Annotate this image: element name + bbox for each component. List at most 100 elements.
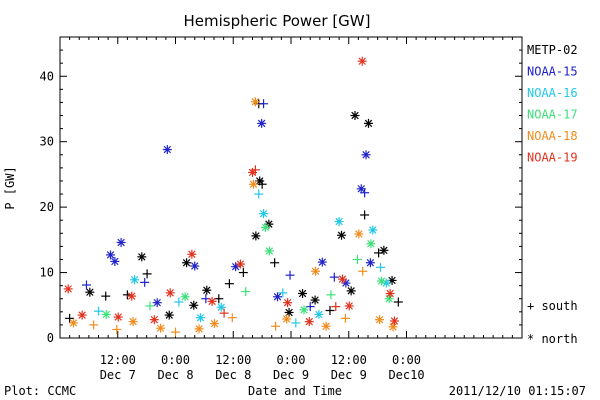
x-tick-date: Dec 9 — [331, 368, 367, 382]
point-noaa-15-south — [81, 280, 91, 290]
point-noaa-15-north — [273, 292, 283, 302]
point-metp-02-north — [363, 118, 373, 128]
x-tick-time: 0:00 — [277, 353, 306, 367]
point-noaa-18-south — [112, 324, 122, 334]
footer-timestamp: 2011/12/10 01:15:07 — [449, 384, 586, 398]
point-noaa-17-south — [326, 290, 336, 300]
point-noaa-15-north — [106, 250, 116, 260]
point-noaa-18-north — [68, 318, 78, 328]
point-noaa-19-north — [235, 259, 245, 269]
point-noaa-15-south — [259, 99, 269, 109]
point-noaa-19-north — [63, 284, 73, 294]
point-noaa-19-north — [385, 289, 395, 299]
point-noaa-18-north — [354, 229, 364, 239]
point-noaa-18-north — [321, 321, 331, 331]
point-metp-02-south — [214, 294, 224, 304]
point-noaa-18-north — [282, 314, 292, 324]
y-axis: 0 10 20 30 40 — [40, 49, 522, 345]
point-noaa-18-south — [171, 327, 180, 337]
point-noaa-18-north — [375, 315, 385, 325]
x-tick-time: 12:00 — [215, 353, 251, 367]
x-tick-date: Dec 8 — [157, 368, 193, 382]
point-metp-02-south — [224, 279, 234, 289]
point-noaa-19-north — [207, 296, 217, 306]
point-noaa-19-south — [250, 165, 260, 175]
point-noaa-19-north — [113, 312, 123, 322]
legend-south: + south — [527, 299, 578, 313]
point-noaa-15-north — [152, 298, 162, 308]
footer-plot-source: Plot: CCMC — [4, 384, 76, 398]
point-noaa-16-north — [334, 217, 344, 227]
legend-entry: NOAA-19 — [527, 151, 578, 165]
point-noaa-19-north — [283, 298, 293, 308]
point-noaa-15-south — [329, 272, 339, 282]
point-noaa-15-north — [365, 258, 375, 268]
point-metp-02-north — [137, 252, 147, 262]
y-tick-label: 20 — [40, 200, 54, 214]
point-noaa-17-north — [260, 222, 270, 232]
legend-entry: NOAA-15 — [527, 65, 578, 79]
point-metp-02-north — [298, 289, 308, 299]
point-noaa-18-south — [227, 313, 237, 323]
point-noaa-17-south — [352, 254, 362, 264]
point-noaa-18-north — [388, 322, 398, 332]
point-noaa-17-north — [366, 239, 376, 249]
point-metp-02-north — [346, 286, 356, 296]
point-noaa-18-north — [311, 266, 321, 276]
point-metp-02-north — [350, 111, 360, 121]
legend-north: * north — [527, 332, 578, 346]
point-metp-02-south — [101, 291, 111, 301]
point-noaa-19-south — [219, 308, 229, 318]
point-noaa-18-north — [209, 319, 219, 329]
x-tick-time: 0:00 — [161, 353, 190, 367]
point-metp-02-south — [393, 297, 403, 307]
x-tick-date: Dec 8 — [215, 368, 251, 382]
point-noaa-19-north — [77, 310, 87, 320]
point-metp-02-north — [337, 230, 347, 240]
point-noaa-17-north — [101, 309, 111, 319]
point-metp-02-south — [325, 306, 335, 316]
point-noaa-17-north — [376, 276, 386, 286]
point-noaa-16-south — [94, 306, 103, 316]
point-noaa-16-north — [314, 309, 324, 319]
point-metp-02-north — [284, 307, 294, 317]
point-noaa-19-north — [165, 288, 175, 298]
point-noaa-18-north — [250, 97, 260, 107]
point-metp-02-south — [360, 210, 370, 220]
x-tick-time: 0:00 — [392, 353, 421, 367]
x-tick-date: Dec 9 — [273, 368, 309, 382]
y-axis-label: P [GW] — [3, 166, 17, 209]
point-noaa-15-north — [116, 237, 126, 247]
y-tick-label: 0 — [47, 331, 54, 345]
x-tick-time: 12:00 — [100, 353, 136, 367]
point-noaa-17-north — [180, 292, 190, 302]
point-noaa-16-south — [278, 288, 288, 298]
point-metp-02-north — [202, 285, 212, 295]
point-noaa-17-south — [145, 301, 155, 311]
point-metp-02-south — [65, 313, 75, 323]
point-metp-02-north — [379, 245, 389, 255]
legend-entry: NOAA-17 — [527, 108, 578, 122]
point-metp-02-north — [164, 310, 174, 320]
point-noaa-15-north — [317, 257, 327, 267]
point-noaa-19-north — [337, 274, 347, 284]
point-metp-02-south — [257, 179, 267, 189]
point-noaa-16-north — [130, 275, 140, 285]
point-metp-02-north — [85, 287, 95, 297]
point-noaa-15-north — [361, 150, 371, 160]
point-noaa-17-north — [299, 305, 309, 315]
point-noaa-16-south — [291, 318, 301, 328]
point-noaa-15-south — [285, 270, 295, 280]
chart-title: Hemispheric Power [GW] — [184, 12, 371, 30]
point-noaa-19-north — [187, 249, 197, 259]
point-noaa-17-south — [241, 287, 251, 297]
point-noaa-18-north — [156, 323, 166, 333]
x-axis-label: Date and Time — [248, 384, 342, 398]
point-noaa-19-north — [344, 301, 354, 311]
point-noaa-18-south — [358, 266, 368, 276]
point-noaa-18-south — [89, 320, 99, 330]
point-noaa-18-south — [271, 321, 281, 331]
point-metp-02-north — [310, 295, 320, 305]
